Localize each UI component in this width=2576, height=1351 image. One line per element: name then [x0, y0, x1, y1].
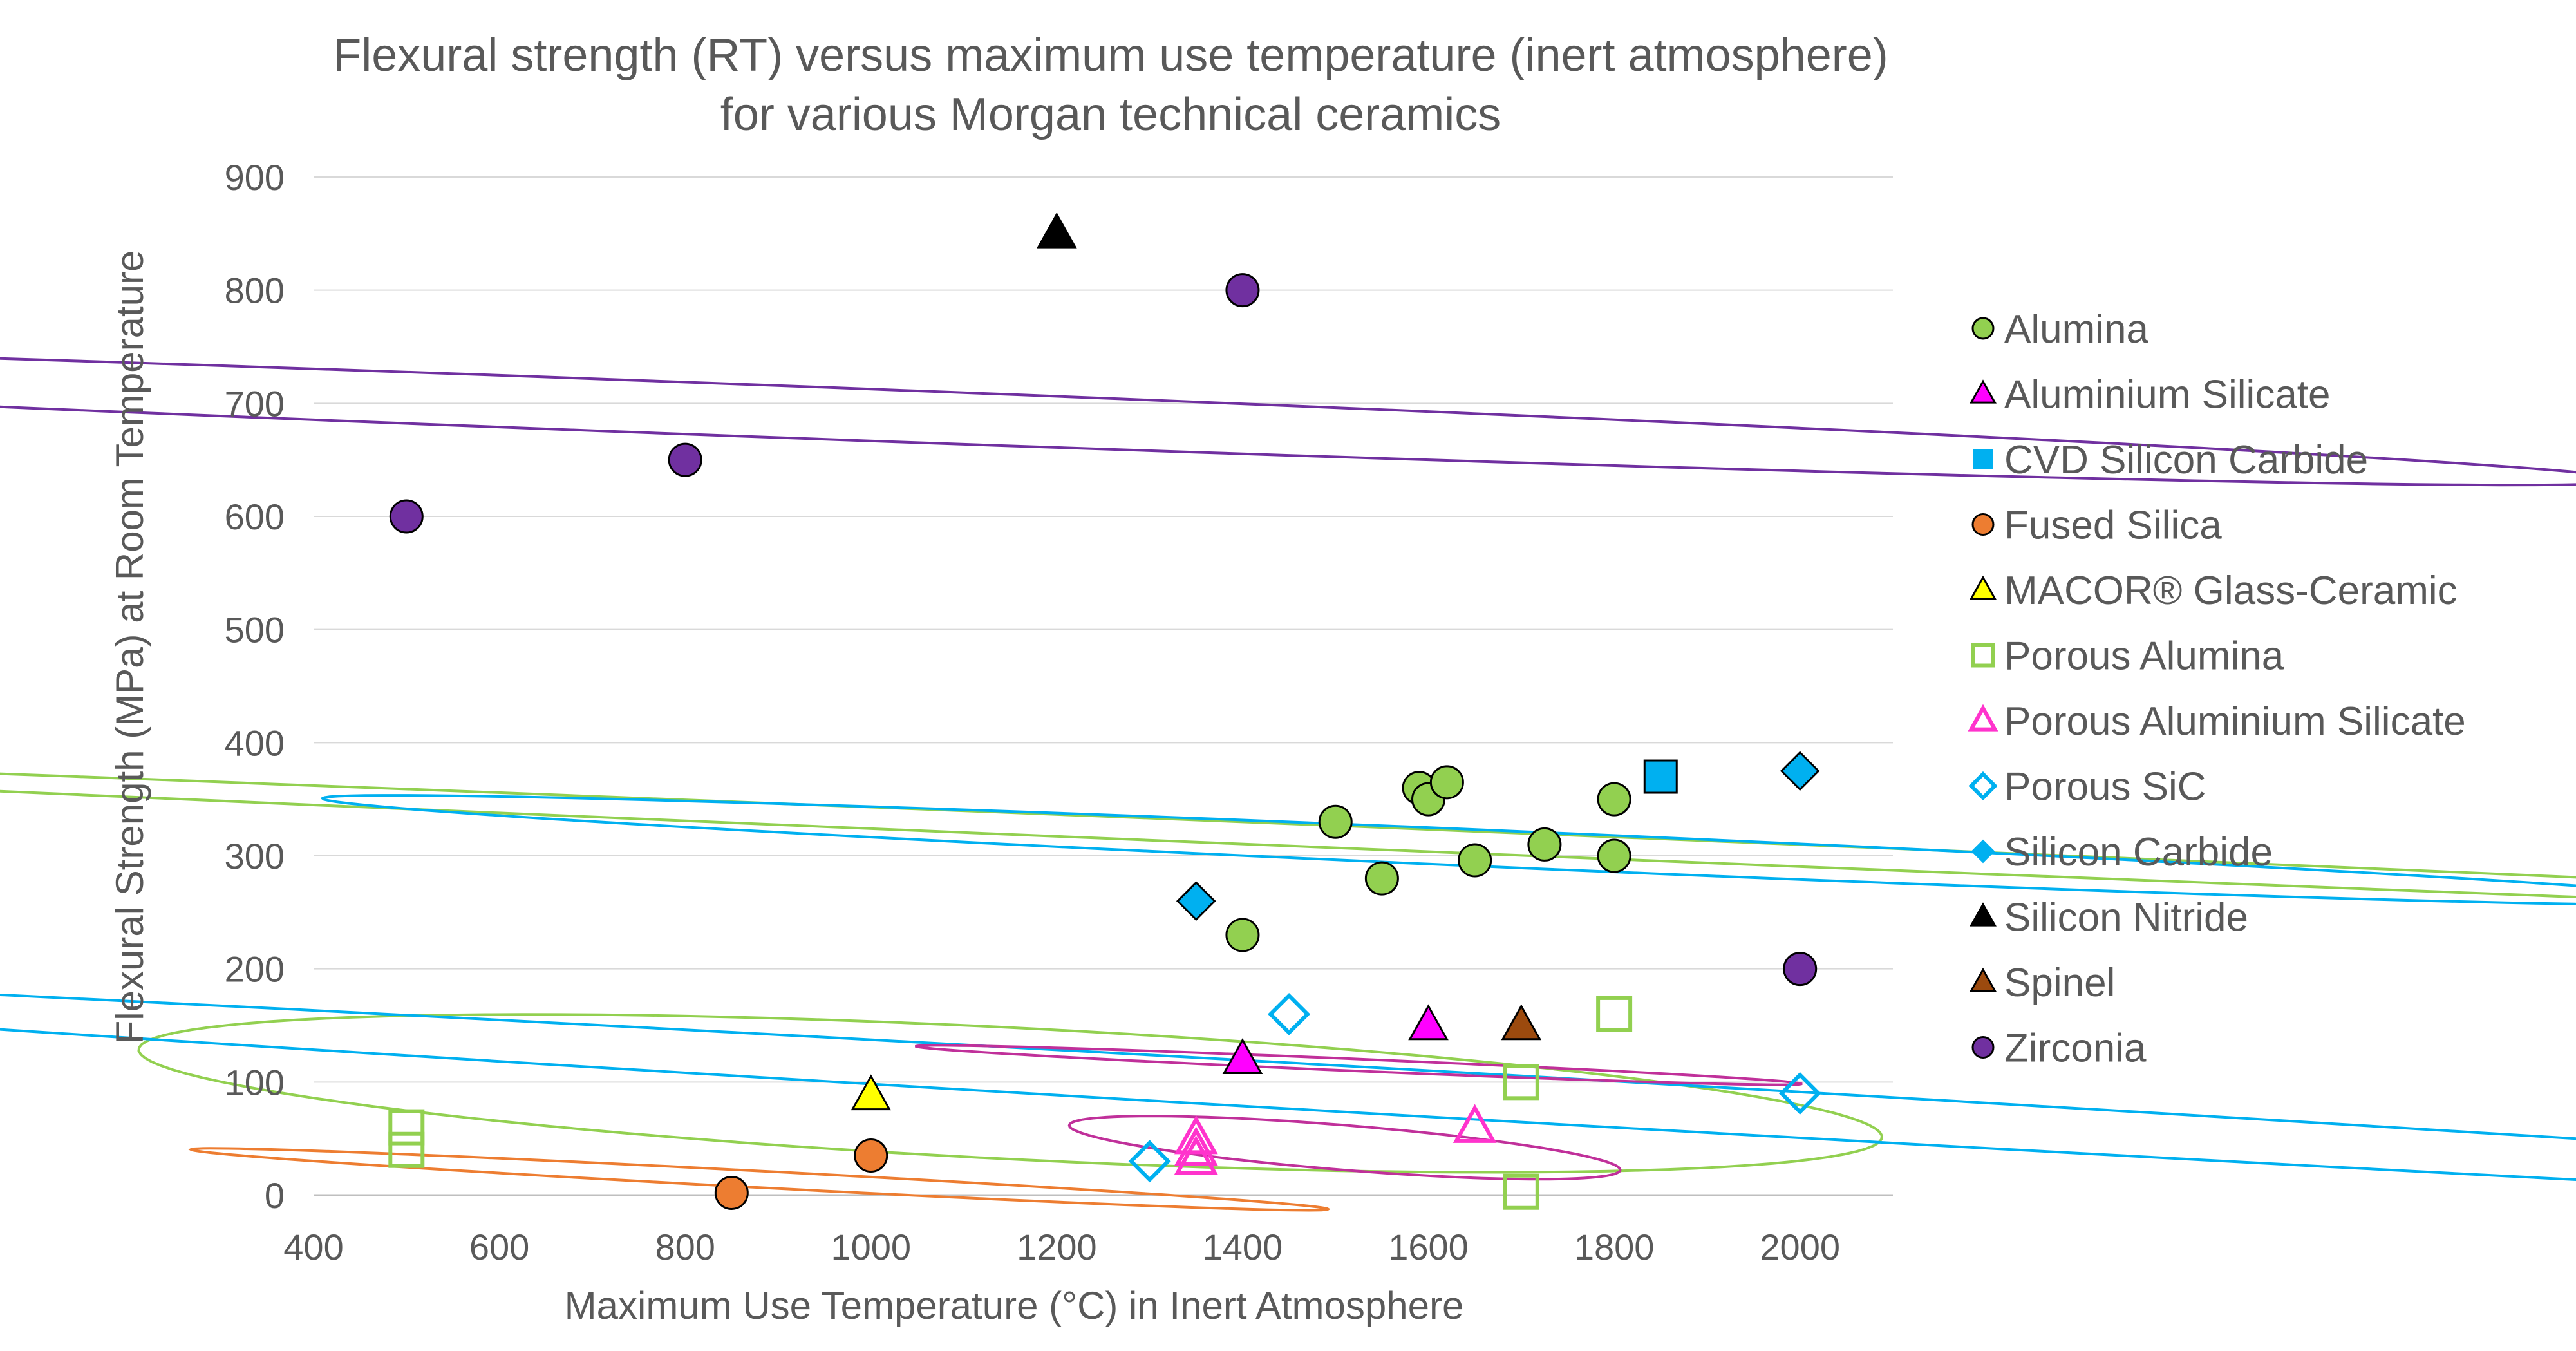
- data-point-zirconia: [668, 442, 702, 477]
- x-tick-label: 1000: [831, 1227, 911, 1267]
- y-tick-label: 800: [225, 270, 285, 311]
- grouping-ellipse: [1067, 1115, 1622, 1181]
- data-point-cvd-silicon-carbide: [1643, 759, 1678, 794]
- y-tick-label: 0: [265, 1175, 285, 1216]
- data-point-alumina: [1597, 838, 1631, 873]
- y-tick-label: 700: [225, 383, 285, 424]
- grouping-ellipse: [188, 1147, 1331, 1212]
- legend-label-cvd-silicon-carbide: CVD Silicon Carbide: [2004, 438, 2368, 482]
- data-point-porous-alumina: [1596, 996, 1633, 1032]
- legend-label-silicon-nitride: Silicon Nitride: [2004, 896, 2248, 940]
- data-point-alumina: [1429, 765, 1464, 800]
- y-axis-title: Flexural Strength (MPa) at Room Temperat…: [108, 250, 151, 1044]
- data-markers: [388, 212, 1821, 1210]
- legend: Alumina Aluminium Silicate CVD Silicon Car…: [1968, 307, 2466, 1071]
- data-point-porous-sic: [1778, 1072, 1821, 1115]
- chart-title: Flexural strength (RT) versus maximum us…: [333, 30, 1888, 81]
- legend-label-spinel: Spinel: [2004, 961, 2115, 1005]
- legend-marker-porous-sic: [1968, 771, 1998, 801]
- grouping-ellipse: [0, 357, 2576, 487]
- data-point-zirconia: [1783, 952, 1818, 987]
- data-point-porous-sic: [1268, 992, 1311, 1035]
- legend-marker-fused-silica: [1971, 513, 1995, 536]
- y-tick-label: 200: [225, 949, 285, 990]
- x-tick-label: 2000: [1760, 1227, 1840, 1267]
- y-tick-label: 900: [225, 157, 285, 198]
- y-tick-label: 300: [225, 836, 285, 876]
- y-tick-label: 600: [225, 496, 285, 537]
- legend-label-porous-aluminium-silicate: Porous Aluminium Silicate: [2004, 699, 2466, 744]
- legend-marker-silicon-carbide: [1971, 839, 1995, 864]
- data-point-porous-aluminium-silicate: [1174, 1115, 1218, 1155]
- x-axis-title: Maximum Use Temperature (°C) in Inert At…: [565, 1284, 1464, 1327]
- legend-label-zirconia: Zirconia: [2004, 1026, 2147, 1071]
- legend-marker-alumina: [1971, 317, 1995, 340]
- x-tick-label: 1800: [1574, 1227, 1655, 1267]
- y-tick-label: 500: [225, 610, 285, 650]
- tick-labels: 0 100 200 300 400 500 600 700 800 900 400 600 800 100…: [225, 157, 1840, 1267]
- data-point-macor-glass-ceramic: [851, 1074, 892, 1111]
- x-tick-label: 1200: [1017, 1227, 1097, 1267]
- data-point-silicon-nitride: [1037, 212, 1077, 249]
- gridlines: [314, 176, 1893, 1196]
- data-point-spinel: [1501, 1004, 1542, 1041]
- data-point-porous-alumina: [1503, 1173, 1539, 1210]
- legend-marker-silicon-nitride: [1970, 902, 1997, 927]
- data-point-alumina: [1527, 827, 1562, 862]
- legend-marker-aluminium-silicate: [1970, 379, 1997, 404]
- data-point-alumina: [1364, 861, 1399, 896]
- x-tick-label: 600: [469, 1227, 529, 1267]
- x-tick-label: 1600: [1388, 1227, 1469, 1267]
- legend-label-alumina: Alumina: [2004, 307, 2149, 352]
- data-point-porous-alumina: [1503, 1064, 1539, 1101]
- legend-marker-macor-glass-ceramic: [1970, 575, 1997, 600]
- x-tick-label: 800: [655, 1227, 715, 1267]
- data-point-porous-sic: [1128, 1140, 1171, 1183]
- grouping-ellipse: [137, 1013, 1883, 1174]
- legend-marker-zirconia: [1971, 1036, 1995, 1059]
- grouping-ellipses: [0, 357, 2576, 1212]
- legend-label-macor-glass-ceramic: MACOR® Glass-Ceramic: [2004, 569, 2458, 613]
- data-point-porous-alumina: [388, 1131, 425, 1168]
- y-tick-label: 400: [225, 723, 285, 763]
- chart-subtitle: for various Morgan technical ceramics: [720, 89, 1501, 140]
- data-point-aluminium-silicate: [1408, 1004, 1449, 1041]
- x-tick-label: 400: [283, 1227, 343, 1267]
- data-point-silicon-carbide: [1780, 751, 1820, 791]
- data-point-alumina: [1225, 918, 1260, 952]
- data-point-zirconia: [1225, 273, 1260, 308]
- y-tick-label: 100: [225, 1062, 285, 1102]
- data-point-porous-alumina: [388, 1109, 425, 1146]
- legend-marker-cvd-silicon-carbide: [1973, 449, 1993, 469]
- data-point-aluminium-silicate: [1222, 1038, 1263, 1074]
- data-point-alumina: [1318, 804, 1353, 839]
- data-point-alumina: [1597, 782, 1631, 817]
- data-point-porous-aluminium-silicate: [1174, 1126, 1218, 1166]
- data-point-silicon-carbide: [1176, 881, 1216, 921]
- data-point-fused-silica: [714, 1175, 749, 1210]
- legend-marker-porous-aluminium-silicate: [1968, 704, 1998, 732]
- data-point-porous-aluminium-silicate: [1174, 1135, 1218, 1175]
- data-point-porous-aluminium-silicate: [1453, 1104, 1497, 1143]
- legend-marker-spinel: [1970, 967, 1997, 992]
- data-point-fused-silica: [854, 1138, 888, 1173]
- legend-marker-porous-alumina: [1971, 643, 1995, 668]
- legend-label-fused-silica: Fused Silica: [2004, 504, 2222, 548]
- grouping-ellipse: [0, 772, 2576, 898]
- data-point-alumina: [1458, 843, 1492, 878]
- legend-label-porous-sic: Porous SiC: [2004, 765, 2206, 809]
- legend-label-silicon-carbide: Silicon Carbide: [2004, 830, 2273, 874]
- grouping-ellipse: [0, 993, 2576, 1182]
- x-tick-label: 1400: [1203, 1227, 1283, 1267]
- grouping-ellipse: [320, 794, 2576, 905]
- legend-label-porous-alumina: Porous Alumina: [2004, 634, 2284, 679]
- data-point-zirconia: [389, 499, 424, 534]
- legend-label-aluminium-silicate: Aluminium Silicate: [2004, 373, 2331, 417]
